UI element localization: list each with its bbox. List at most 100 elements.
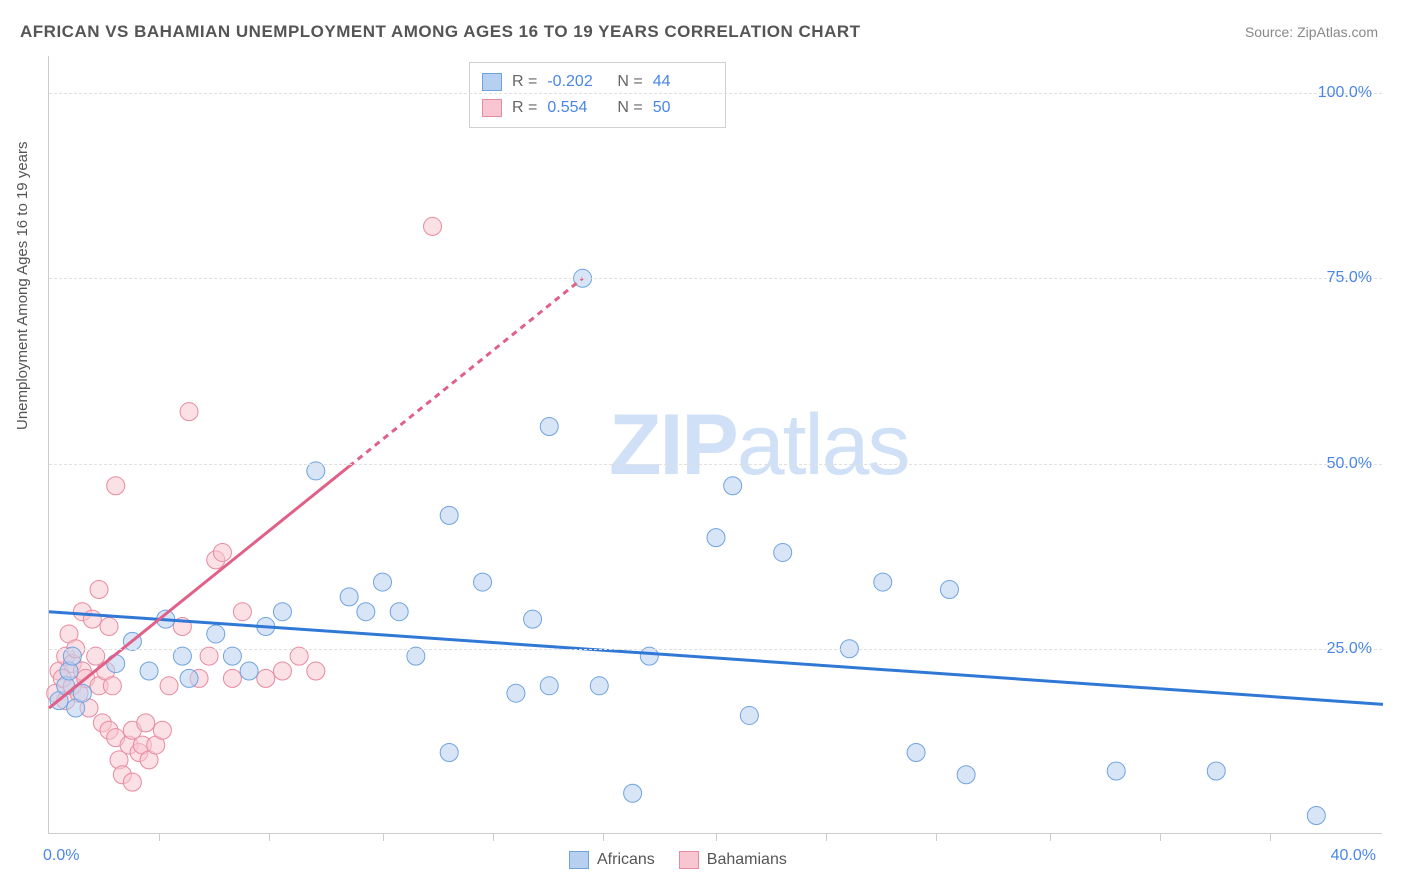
trend-line (49, 612, 1383, 705)
data-point (200, 647, 218, 665)
data-point (440, 743, 458, 761)
data-point (103, 677, 121, 695)
plot-area: ZIPatlas R = -0.202 N = 44 R = 0.554 N =… (48, 56, 1382, 834)
data-point (707, 529, 725, 547)
data-point (107, 477, 125, 495)
data-point (137, 714, 155, 732)
x-tick-mark (1050, 833, 1051, 841)
data-point (173, 647, 191, 665)
r-value-2: 0.554 (547, 99, 607, 117)
series-legend: Africans Bahamians (569, 851, 787, 869)
data-point (724, 477, 742, 495)
data-point (180, 669, 198, 687)
gridline (49, 93, 1382, 94)
data-point (140, 662, 158, 680)
data-point (424, 217, 442, 235)
data-point (740, 706, 758, 724)
data-point (307, 662, 325, 680)
x-tick-mark (159, 833, 160, 841)
x-tick-mark (716, 833, 717, 841)
data-point (160, 677, 178, 695)
y-tick-label: 25.0% (1327, 640, 1372, 658)
n-value-1: 44 (653, 73, 713, 91)
stats-row-1: R = -0.202 N = 44 (482, 69, 713, 95)
n-value-2: 50 (653, 99, 713, 117)
x-tick-mark (1270, 833, 1271, 841)
legend-item-1: Africans (569, 851, 655, 869)
x-tick-label: 40.0% (1331, 847, 1376, 865)
data-point (374, 573, 392, 591)
swatch-series2 (482, 99, 502, 117)
data-point (273, 603, 291, 621)
x-tick-label: 0.0% (43, 847, 79, 865)
data-point (390, 603, 408, 621)
legend-item-2: Bahamians (679, 851, 787, 869)
x-tick-mark (383, 833, 384, 841)
data-point (540, 417, 558, 435)
swatch-series1 (482, 73, 502, 91)
data-point (507, 684, 525, 702)
data-point (223, 647, 241, 665)
swatch-series1 (569, 851, 589, 869)
legend-label-1: Africans (597, 851, 655, 869)
data-point (1207, 762, 1225, 780)
legend-label-2: Bahamians (707, 851, 787, 869)
y-tick-label: 100.0% (1318, 84, 1372, 102)
data-point (107, 655, 125, 673)
data-point (774, 543, 792, 561)
gridline (49, 649, 1382, 650)
x-tick-mark (1160, 833, 1161, 841)
x-tick-mark (826, 833, 827, 841)
data-point (63, 647, 81, 665)
source-attribution: Source: ZipAtlas.com (1245, 24, 1378, 40)
x-tick-mark (936, 833, 937, 841)
data-point (957, 766, 975, 784)
data-point (1107, 762, 1125, 780)
x-tick-mark (269, 833, 270, 841)
data-point (233, 603, 251, 621)
x-tick-mark (603, 833, 604, 841)
data-point (640, 647, 658, 665)
data-point (540, 677, 558, 695)
data-point (290, 647, 308, 665)
r-label: R = (512, 73, 537, 91)
n-label: N = (617, 99, 642, 117)
n-label: N = (617, 73, 642, 91)
data-point (407, 647, 425, 665)
data-point (624, 784, 642, 802)
stats-legend: R = -0.202 N = 44 R = 0.554 N = 50 (469, 62, 726, 128)
data-point (940, 580, 958, 598)
data-point (240, 662, 258, 680)
data-point (180, 403, 198, 421)
data-point (307, 462, 325, 480)
data-point (207, 625, 225, 643)
data-point (357, 603, 375, 621)
r-label: R = (512, 99, 537, 117)
gridline (49, 464, 1382, 465)
data-point (100, 618, 118, 636)
data-point (153, 721, 171, 739)
x-tick-mark (493, 833, 494, 841)
r-value-1: -0.202 (547, 73, 607, 91)
data-point (590, 677, 608, 695)
y-axis-label: Unemployment Among Ages 16 to 19 years (14, 141, 31, 430)
data-point (440, 506, 458, 524)
data-point (123, 773, 141, 791)
data-point (273, 662, 291, 680)
data-point (474, 573, 492, 591)
data-point (340, 588, 358, 606)
data-point (907, 743, 925, 761)
data-point (524, 610, 542, 628)
data-point (213, 543, 231, 561)
chart-title: AFRICAN VS BAHAMIAN UNEMPLOYMENT AMONG A… (20, 22, 861, 42)
swatch-series2 (679, 851, 699, 869)
trend-line (349, 278, 582, 466)
stats-row-2: R = 0.554 N = 50 (482, 95, 713, 121)
data-point (257, 669, 275, 687)
data-point (874, 573, 892, 591)
data-point (223, 669, 241, 687)
gridline (49, 278, 1382, 279)
data-point (90, 580, 108, 598)
plot-svg (49, 56, 1382, 833)
y-tick-label: 50.0% (1327, 455, 1372, 473)
